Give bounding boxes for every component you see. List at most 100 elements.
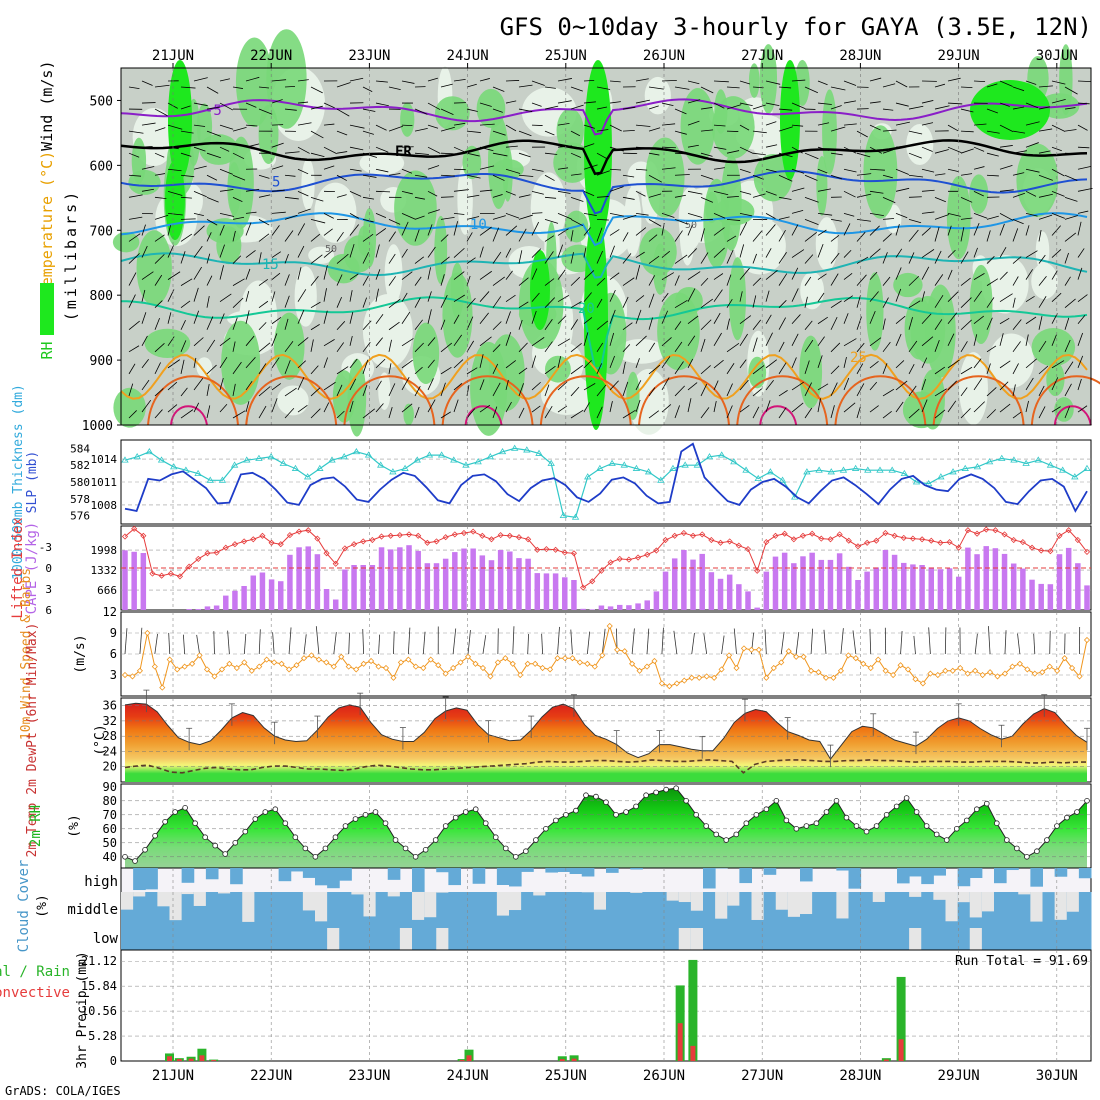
wind-barb — [986, 278, 999, 286]
wind-barb — [635, 99, 650, 104]
thickness-point — [133, 453, 141, 460]
cloud-low-cell — [339, 922, 352, 950]
wind-barb — [765, 332, 773, 346]
wind-barb — [245, 222, 252, 236]
wind-barb — [1051, 124, 1066, 132]
wind-barb — [817, 273, 827, 280]
cloud-high-cell — [302, 868, 316, 878]
cloud-middle-cell — [848, 892, 862, 922]
thickness-point — [523, 446, 531, 453]
cloud-low-cell — [387, 922, 401, 950]
wind-barb — [921, 227, 931, 236]
wind-barb — [1051, 406, 1061, 413]
wind-barb — [401, 190, 413, 195]
wind-barb — [440, 382, 446, 397]
wind-barb — [232, 152, 245, 160]
li-point — [1019, 539, 1026, 546]
wind-barb — [988, 626, 991, 655]
wind-axis-unit: (m/s) — [73, 634, 88, 673]
li-point — [268, 539, 275, 546]
wind-barb — [258, 300, 269, 308]
wind-barb — [128, 345, 140, 353]
wind-barb — [947, 225, 952, 236]
wind-barb — [674, 361, 684, 375]
rh2m-point — [973, 806, 980, 812]
wind-barb — [999, 246, 1007, 258]
cloud-low-cell — [448, 922, 461, 950]
wind-barb — [154, 388, 164, 397]
wind-barb — [713, 213, 726, 219]
wind-barb — [960, 173, 973, 176]
wind-barb — [635, 265, 641, 280]
cape-bar — [763, 571, 770, 610]
cloud-gap — [678, 928, 692, 950]
wind-barb — [791, 102, 806, 109]
rh2m-point — [272, 806, 279, 812]
wind-barb — [349, 290, 353, 302]
wind-barb — [271, 225, 280, 236]
cloud-gap — [981, 892, 995, 912]
rh-moist-patch — [910, 295, 946, 364]
cloud-low-cell — [642, 922, 655, 950]
cloud-middle-cell — [884, 892, 898, 922]
wind-barb — [427, 77, 439, 82]
wind-barb — [1025, 225, 1030, 236]
wind-barb — [691, 632, 695, 655]
wind-barb — [791, 267, 799, 280]
cloud-gap — [436, 928, 449, 950]
wind-barb — [323, 357, 328, 369]
wind-barb — [531, 80, 545, 86]
wind-barb — [973, 166, 985, 170]
wind-barb — [1025, 102, 1039, 109]
wind-barb — [765, 290, 770, 302]
cloud-high-cell — [557, 868, 571, 872]
wind-barb — [258, 363, 267, 375]
wind-barb — [128, 152, 140, 158]
wind-barb — [726, 363, 735, 375]
isotherm-loop-hot — [170, 405, 208, 426]
cloud-middle-cell — [763, 892, 777, 922]
wind-speed-point — [1069, 664, 1076, 672]
wind-barb — [1038, 174, 1053, 181]
wind-barb — [895, 121, 910, 126]
wind-barb — [960, 196, 973, 203]
rh2m-point — [292, 834, 299, 840]
wind-barb — [297, 377, 305, 391]
date-label: 27JUN — [741, 48, 783, 64]
cloud-high-cell — [205, 868, 219, 880]
wind-barb — [765, 213, 776, 220]
cloud-low-cell — [1006, 922, 1019, 950]
wind-speed-point — [345, 663, 352, 670]
rh-moist-patch — [680, 88, 716, 165]
wind-barb — [856, 383, 865, 397]
wind-barb — [895, 187, 910, 192]
wind-barb — [596, 250, 603, 264]
wind-barb — [960, 319, 972, 331]
wind-barb — [284, 274, 290, 286]
cloud-low-cell — [727, 922, 740, 950]
wind-speed-point — [860, 660, 867, 667]
cloud-low-cell — [509, 922, 522, 950]
wind-barb — [310, 130, 324, 139]
wind-barb — [375, 146, 389, 153]
cape-bar — [616, 604, 623, 610]
wind-barb — [1012, 256, 1022, 264]
wind-barb — [245, 211, 257, 214]
cloud-high-cell — [472, 868, 486, 884]
wind-barb — [518, 228, 527, 242]
wind-barb — [830, 365, 840, 375]
rh2m-point — [442, 823, 449, 829]
rh-moist-patch — [434, 96, 470, 131]
wind-barb — [895, 360, 905, 369]
wind-barb — [765, 144, 778, 148]
wind-barb — [167, 404, 178, 413]
wind-barb — [349, 190, 362, 197]
cloud-gap — [121, 892, 134, 910]
cape-bar — [424, 563, 431, 610]
wind-barb — [804, 360, 810, 375]
temp-tick-label: 24 — [103, 744, 117, 758]
wind-barb — [531, 405, 541, 413]
